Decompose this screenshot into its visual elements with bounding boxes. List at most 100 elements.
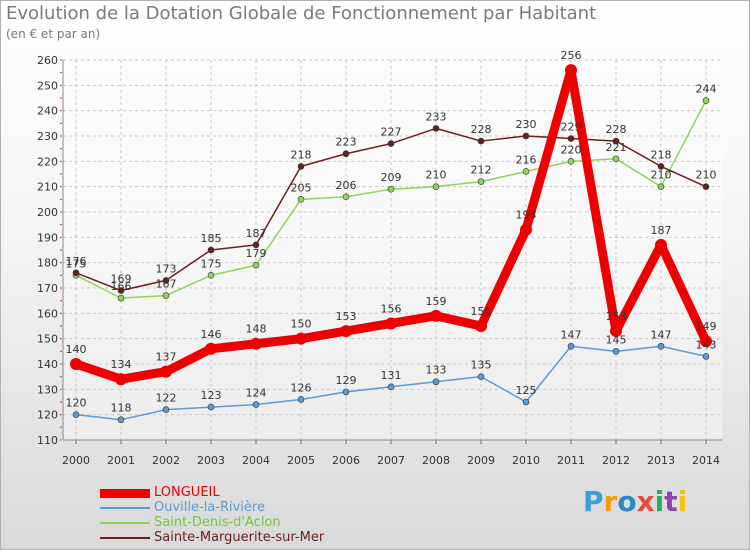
data-point (252, 401, 260, 408)
logo-letter: o (617, 485, 637, 518)
x-tick-label: 2012 (602, 454, 630, 467)
data-label: 131 (381, 369, 402, 382)
data-point (387, 185, 395, 193)
y-tick-label: 130 (37, 383, 58, 396)
data-point (567, 135, 575, 142)
y-tick-label: 170 (37, 282, 58, 295)
data-label: 193 (516, 209, 537, 222)
y-tick-label: 190 (37, 231, 58, 244)
data-label: 175 (201, 257, 222, 270)
x-tick-label: 2006 (332, 454, 360, 467)
data-label: 187 (651, 224, 672, 237)
data-point (432, 183, 440, 190)
data-point (702, 183, 710, 190)
data-point (565, 64, 577, 77)
y-tick-label: 140 (37, 358, 58, 371)
data-label: 228 (471, 123, 492, 136)
y-tick-label: 160 (37, 307, 58, 320)
data-point (342, 150, 350, 158)
data-label: 216 (516, 153, 537, 166)
plot-area (63, 60, 722, 440)
data-point (702, 97, 710, 104)
legend-label: Ouville-la-Rivière (154, 500, 265, 515)
data-label: 153 (336, 310, 357, 323)
data-point (207, 403, 215, 411)
data-label: 206 (336, 179, 357, 192)
data-label: 221 (606, 141, 627, 154)
y-tick-label: 220 (37, 155, 58, 168)
y-tick-label: 250 (37, 79, 58, 92)
legend-label: Sainte-Marguerite-sur-Mer (154, 530, 325, 545)
chart-subtitle: (en € et par an) (6, 27, 101, 41)
data-label: 212 (471, 164, 492, 177)
data-label: 149 (696, 320, 717, 333)
data-label: 159 (426, 295, 447, 308)
x-tick-label: 2000 (62, 454, 90, 467)
data-label: 210 (426, 169, 447, 182)
legend-swatch (100, 537, 150, 539)
data-point (612, 155, 620, 163)
data-label: 125 (516, 384, 537, 397)
data-label: 146 (201, 328, 222, 341)
data-label: 135 (471, 359, 492, 372)
data-label: 155 (471, 305, 492, 318)
data-label: 244 (696, 83, 717, 96)
data-label: 156 (381, 302, 402, 315)
data-point (115, 373, 127, 386)
data-label: 210 (696, 169, 717, 182)
data-label: 256 (561, 49, 582, 62)
data-point (657, 163, 665, 170)
data-point (117, 287, 125, 294)
data-point (342, 388, 350, 396)
data-label: 129 (336, 374, 357, 387)
data-point (162, 292, 170, 299)
data-label: 153 (606, 310, 627, 323)
logo-letter: i (654, 485, 665, 518)
data-label: 145 (606, 333, 627, 346)
legend-swatch (100, 489, 150, 498)
data-label: 227 (381, 126, 402, 139)
y-tick-label: 110 (37, 434, 58, 447)
data-label: 137 (156, 351, 177, 364)
data-point (522, 398, 530, 406)
data-point (432, 125, 440, 132)
data-label: 122 (156, 392, 177, 405)
data-label: 228 (606, 123, 627, 136)
data-label: 123 (201, 389, 222, 402)
data-label: 230 (516, 118, 537, 131)
data-point (72, 411, 80, 418)
legend-label: LONGUEIL (154, 485, 220, 500)
data-label: 233 (426, 110, 447, 123)
data-point (205, 342, 217, 355)
y-tick-label: 230 (37, 130, 58, 143)
data-label: 176 (66, 255, 87, 268)
data-label: 175 (66, 257, 87, 270)
data-label: 185 (201, 232, 222, 245)
data-label: 124 (246, 387, 267, 400)
data-label: 166 (111, 280, 132, 293)
data-point (117, 294, 125, 302)
data-point (432, 378, 440, 386)
data-point (610, 325, 622, 338)
data-label: 148 (246, 323, 267, 336)
data-point (295, 332, 307, 345)
data-label: 223 (336, 136, 357, 149)
data-point (207, 246, 215, 254)
data-point (477, 178, 485, 185)
x-tick-label: 2009 (467, 454, 495, 467)
logo-letter: x (636, 485, 655, 518)
y-tick-label: 210 (37, 181, 58, 194)
data-point (522, 168, 530, 175)
data-label: 118 (111, 402, 132, 415)
y-tick-label: 150 (37, 333, 58, 346)
x-tick-label: 2007 (377, 454, 405, 467)
data-label: 147 (561, 328, 582, 341)
data-point (252, 261, 260, 269)
data-label: 167 (156, 278, 177, 291)
logo-letter: t (664, 485, 678, 518)
data-point (657, 183, 665, 190)
data-label: 133 (426, 364, 447, 377)
data-label: 210 (651, 169, 672, 182)
